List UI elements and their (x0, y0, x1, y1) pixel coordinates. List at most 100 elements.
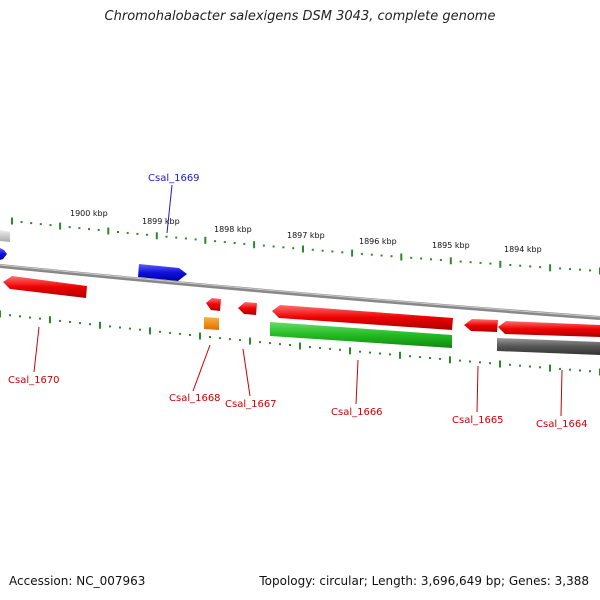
lower-scale-minor-tick (459, 359, 461, 362)
upper-scale-major-tick (302, 245, 304, 253)
gene-csal-1670[interactable] (3, 276, 87, 298)
lower-scale-minor-tick (359, 350, 361, 353)
lower-scale-minor-tick (29, 316, 31, 319)
scale-label-1894: 1894 kbp (504, 245, 542, 254)
label-csal-1668[interactable]: Csal_1668 (169, 393, 221, 404)
gene-csal-1665[interactable] (464, 319, 498, 332)
upper-scale-minor-tick (214, 240, 217, 243)
lower-scale-minor-tick (509, 363, 511, 366)
upper-scale-minor-tick (117, 231, 119, 233)
lower-scale-major-tick (199, 332, 201, 340)
lower-scale-minor-tick (39, 317, 41, 320)
upper-scale-minor-tick (175, 236, 178, 239)
label-csal-1665[interactable]: Csal_1665 (452, 415, 504, 426)
label-csal-1664[interactable]: Csal_1664 (536, 419, 588, 430)
genome-title: Chromohalobacter salexigens DSM 3043, co… (104, 9, 496, 24)
lower-scale-minor-tick (119, 326, 121, 329)
lower-scale-minor-tick (89, 323, 91, 326)
lower-scale-minor-tick (9, 314, 11, 317)
blue-arrow-left-edge (0, 248, 7, 260)
upper-scale-minor-tick (459, 260, 462, 263)
upper-scale-major-tick (253, 241, 256, 249)
upper-scale-minor-tick (272, 245, 275, 248)
leader-csal-1668 (192, 344, 211, 392)
gene-csal-1667[interactable] (238, 302, 257, 315)
lower-scale-minor-tick (339, 348, 341, 351)
label-csal-1666[interactable]: Csal_1666 (331, 407, 383, 418)
lower-scale-minor-tick (559, 367, 561, 370)
lower-scale-major-tick (349, 347, 351, 355)
lower-scale-minor-tick (409, 355, 411, 358)
upper-scale-minor-tick (194, 238, 197, 241)
upper-scale-minor-tick (519, 264, 522, 267)
lower-scale-major-tick (49, 316, 51, 324)
gray-feature-right (497, 338, 600, 355)
gene-csal-1666[interactable] (272, 305, 453, 330)
lower-scale-minor-tick (269, 342, 271, 345)
upper-scale-minor-tick (243, 242, 246, 245)
lower-scale-minor-tick (279, 343, 281, 346)
upper-scale-minor-tick (469, 261, 472, 264)
scale-label-1897: 1897 kbp (287, 231, 325, 240)
upper-scale-minor-tick (311, 248, 314, 251)
lower-scale-minor-tick (79, 322, 81, 325)
lower-scale-minor-tick (479, 361, 481, 364)
lower-scale-major-tick (149, 327, 151, 335)
lower-scale-minor-tick (189, 334, 191, 336)
lower-scale-minor-tick (429, 357, 431, 359)
upper-scale-minor-tick (233, 242, 236, 244)
leader-csal-1670 (33, 326, 40, 373)
upper-scale-minor-tick (331, 250, 334, 253)
upper-scale-minor-tick (509, 264, 512, 266)
leader-csal-1664 (560, 369, 563, 417)
lower-scale-minor-tick (159, 330, 161, 333)
upper-scale-major-tick (549, 264, 552, 272)
upper-scale-major-tick (59, 222, 62, 230)
upper-scale-minor-tick (579, 268, 581, 271)
upper-scale-minor-tick (589, 269, 591, 272)
genome-summary-text: Topology: circular; Length: 3,696,649 bp… (259, 574, 589, 588)
upper-scale-minor-tick (68, 226, 71, 229)
lower-scale-minor-tick (579, 369, 581, 372)
scale-label-1899: 1899 kbp (142, 217, 180, 226)
upper-scale-minor-tick (88, 228, 90, 231)
lower-scale-minor-tick (59, 319, 61, 322)
upper-scale-major-tick (107, 227, 110, 235)
lower-scale-major-tick (249, 337, 251, 345)
lower-scale-minor-tick (19, 315, 21, 318)
gene-csal-1664[interactable] (498, 321, 600, 337)
lower-scale-major-tick (499, 360, 501, 368)
gray-feature-left (0, 230, 10, 242)
upper-scale-minor-tick (410, 256, 413, 259)
genome-backbone (0, 264, 600, 320)
upper-scale-minor-tick (321, 249, 324, 252)
gene-csal-1669[interactable] (138, 264, 187, 281)
lower-scale-minor-tick (569, 368, 571, 371)
gene-csal-1668[interactable] (206, 298, 221, 311)
upper-scale-major-tick (11, 217, 13, 225)
lower-scale-track (0, 310, 600, 376)
lower-scale-major-tick (0, 310, 1, 318)
upper-scale-minor-tick (569, 268, 571, 271)
leader-csal-1667 (242, 348, 251, 397)
upper-scale-minor-tick (380, 254, 383, 257)
upper-scale-major-tick (155, 232, 158, 240)
label-csal-1667[interactable]: Csal_1667 (225, 399, 277, 410)
upper-scale-minor-tick (184, 237, 187, 240)
scale-label-1898: 1898 kbp (214, 225, 252, 234)
label-csal-1670[interactable]: Csal_1670 (8, 375, 60, 386)
upper-scale-minor-tick (430, 258, 432, 261)
lower-scale-major-tick (449, 356, 451, 364)
lower-scale-minor-tick (129, 327, 131, 330)
upper-scale-minor-tick (39, 223, 42, 226)
lower-scale-minor-tick (209, 336, 211, 338)
leader-csal-1665 (476, 365, 479, 413)
lower-scale-major-tick (549, 364, 551, 372)
upper-scale-minor-tick (539, 266, 542, 269)
upper-scale-minor-tick (360, 252, 363, 255)
lower-scale-minor-tick (289, 344, 291, 346)
upper-scale-minor-tick (529, 265, 532, 268)
label-csal-1669[interactable]: Csal_1669 (148, 173, 200, 184)
lower-scale-minor-tick (529, 365, 531, 368)
